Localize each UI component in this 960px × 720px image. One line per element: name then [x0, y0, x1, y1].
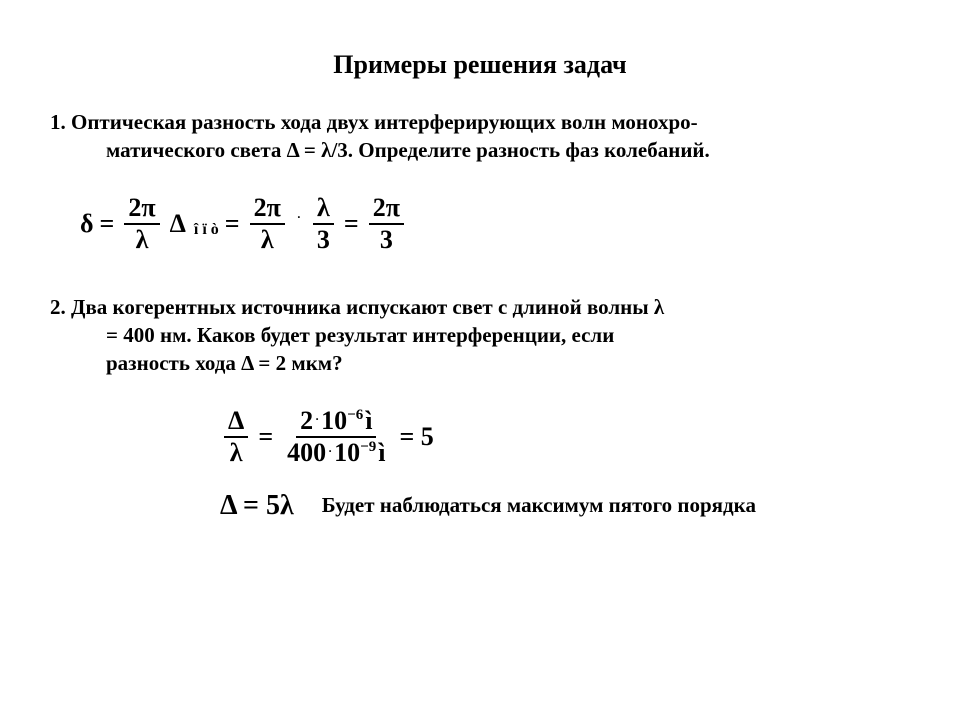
eq2-lhs-frac: Δ λ [224, 408, 248, 466]
eq1-frac4-num: 2π [369, 195, 404, 225]
page-title: Примеры решения задач [50, 50, 910, 80]
eq2-lhs-den: λ [226, 438, 247, 466]
eq1-equals-3: = [344, 209, 359, 239]
eq1-frac-1: 2π λ [124, 195, 159, 253]
eq2-rhs-num-exp: −6 [347, 407, 363, 423]
eq1-frac2-num: 2π [250, 195, 285, 225]
equation-2: Δ λ = 2·10−6ì 400·10−9ì = 5 [220, 408, 910, 466]
problem-1: 1. Оптическая разность хода двух интерфе… [50, 108, 910, 165]
eq2-rhs-num: 2·10−6ì [296, 408, 376, 438]
eq1-equals-2: = [225, 209, 240, 239]
eq2-lhs-num: Δ [224, 408, 248, 438]
eq2-rhs-den-dot: · [328, 444, 332, 458]
eq1-delta: δ [80, 209, 94, 239]
eq2-result: = 5 [399, 422, 433, 452]
eq1-frac3-num: λ [313, 195, 334, 225]
eq2-rhs-den-unit: ì [378, 438, 385, 467]
eq2-rhs-frac: 2·10−6ì 400·10−9ì [283, 408, 389, 466]
eq2-rhs-den-b: 10 [334, 438, 360, 467]
problem-2-line-1: 2. Два когерентных источника испускают с… [50, 295, 664, 319]
eq1-frac1-den: λ [132, 225, 153, 253]
eq1-frac-2: 2π λ [250, 195, 285, 253]
eq1-equals-1: = [100, 209, 115, 239]
problem-2-line-3: разность хода Δ = 2 мкм? [50, 349, 910, 377]
page: Примеры решения задач 1. Оптическая разн… [0, 0, 960, 720]
problem-2-line-2: = 400 нм. Каков будет результат интерфер… [50, 321, 910, 349]
problem-1-line-2: матического света Δ = λ/3. Определите ра… [50, 136, 910, 164]
problem-1-line-1: 1. Оптическая разность хода двух интерфе… [50, 110, 698, 134]
eq1-frac-3: λ 3 [313, 195, 334, 253]
eq2-rhs-den-exp: −9 [360, 439, 376, 455]
eq2-equals-1: = [258, 422, 273, 452]
eq1-dot: · [297, 210, 301, 225]
eq2-rhs-den-a: 400 [287, 438, 326, 467]
equation-1: δ = 2π λ Δ î ï ò = 2π λ · λ 3 = 2π 3 [80, 195, 910, 253]
equation-3-row: Δ = 5λ Будет наблюдаться максимум пятого… [220, 490, 910, 522]
eq1-frac4-den: 3 [376, 225, 397, 253]
eq2-rhs-num-b: 10 [321, 406, 347, 435]
eq1-frac2-den: λ [257, 225, 278, 253]
eq2-rhs-num-a: 2 [300, 406, 313, 435]
eq1-subscript: î ï ò [194, 221, 219, 239]
eq2-rhs-num-dot: · [315, 412, 319, 426]
eq1-frac-4: 2π 3 [369, 195, 404, 253]
eq2-rhs-num-unit: ì [365, 406, 372, 435]
problem-2: 2. Два когерентных источника испускают с… [50, 293, 910, 378]
eq2-rhs-den: 400·10−9ì [283, 438, 389, 466]
eq1-Delta: Δ [170, 209, 186, 239]
eq3-conclusion: Будет наблюдаться максимум пятого порядк… [322, 493, 756, 518]
eq3-expr: Δ = 5λ [220, 490, 294, 522]
eq1-frac3-den: 3 [313, 225, 334, 253]
eq1-frac1-num: 2π [124, 195, 159, 225]
